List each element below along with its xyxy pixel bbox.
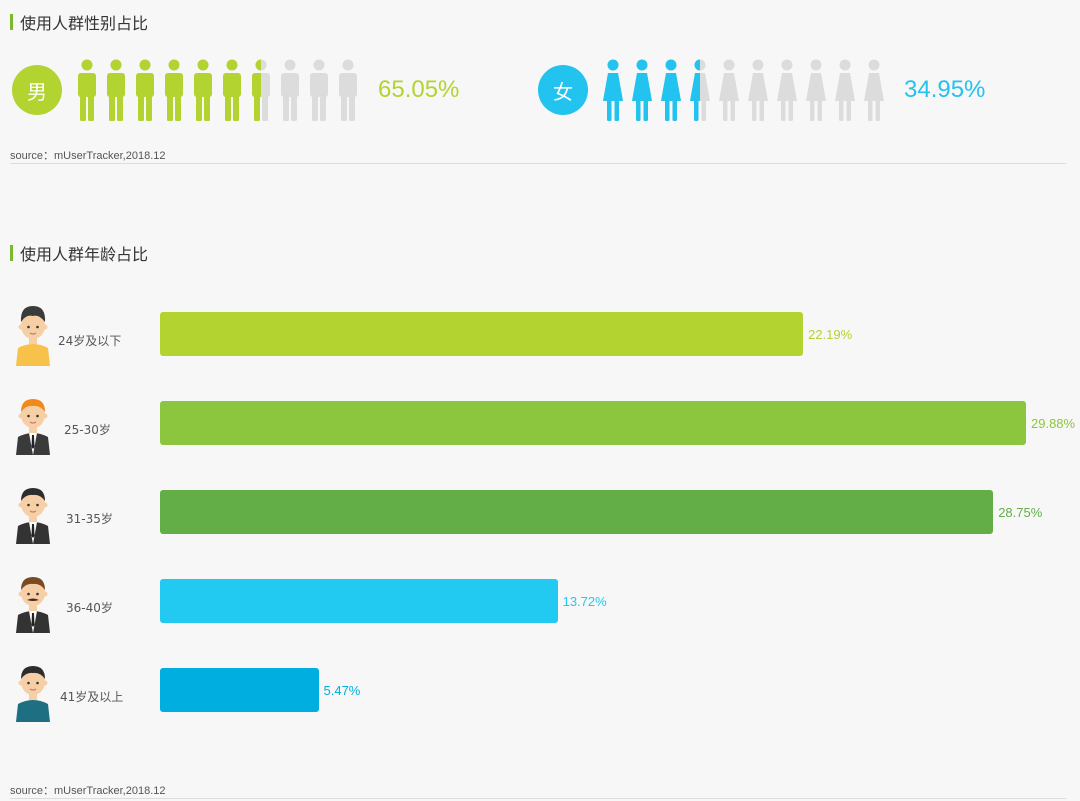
age-bar [160,579,558,623]
female-person-icon [776,59,798,121]
female-person-icons [602,59,892,121]
age-bar-value-label: 22.19% [808,327,853,342]
male-symbol-circle: 男 [12,65,62,115]
male-share-block: 男 [12,55,459,125]
male-person-icon [192,59,214,121]
age-bar-value-label: 13.72% [562,594,607,609]
gender-divider [10,163,1066,164]
female-percent: 34.95% [904,76,986,103]
female-person-icon [631,59,653,121]
male-person-icon [163,59,185,121]
age-category-label: 41岁及以上 [60,690,124,704]
age-divider [10,798,1066,799]
age-bar [160,490,994,534]
male-person-icon [308,59,330,121]
female-person-icon [863,59,885,121]
male-person-icon [105,59,127,121]
avatar-older-man-teal-shirt-icon [12,658,54,722]
age-source: source：mUserTracker,2018.12 [10,785,166,797]
female-person-icon [602,59,624,121]
male-person-icons [76,59,366,121]
title-accent-bar [10,245,13,261]
female-person-icon [660,59,682,121]
gender-section-title: 使用人群性别占比 [10,10,148,34]
age-bar-value-label: 29.88% [1031,416,1076,431]
age-bar-value-label: 28.75% [998,505,1043,520]
avatar-man-black-hair-suit-icon [12,480,54,544]
female-person-icon [747,59,769,121]
male-person-icon [134,59,156,121]
male-person-icon [76,59,98,121]
male-person-icon [221,59,243,121]
gender-title-text: 使用人群性别占比 [20,14,149,33]
female-person-icon [718,59,740,121]
age-category-label: 31-35岁 [66,512,113,526]
age-bar [160,312,804,356]
age-bar-value-label: 5.47% [323,683,361,698]
female-share-block: 女 [538,55,985,125]
age-bar [160,668,319,712]
female-person-icon [689,59,711,121]
female-person-icon [834,59,856,121]
female-symbol: 女 [553,79,573,104]
female-symbol-circle: 女 [538,65,588,115]
title-accent-bar [10,14,13,30]
gender-source: source：mUserTracker,2018.12 [10,150,166,162]
age-category-label: 36-40岁 [66,601,113,615]
female-person-icon [805,59,827,121]
avatar-young-man-yellow-shirt-icon [12,302,54,366]
age-section-title: 使用人群年龄占比 [10,241,148,265]
male-symbol: 男 [27,79,47,104]
avatar-man-orange-hair-suit-icon [12,391,54,455]
male-person-icon [337,59,359,121]
age-category-label: 24岁及以下 [58,334,122,348]
male-percent: 65.05% [378,76,460,103]
age-category-label: 25-30岁 [64,423,111,437]
male-person-icon [279,59,301,121]
avatar-man-mustache-suit-icon [12,569,54,633]
age-bar [160,401,1026,445]
age-title-text: 使用人群年龄占比 [20,245,149,264]
male-person-icon [250,59,272,121]
